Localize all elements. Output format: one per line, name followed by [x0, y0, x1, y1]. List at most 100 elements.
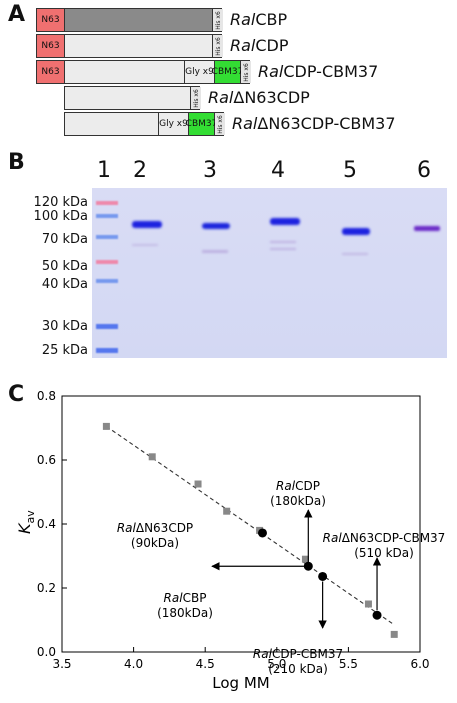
construct-name: RalΔN63CDP-CBM37 — [232, 114, 396, 133]
construct-segment: N63 — [37, 35, 65, 57]
segment-label: CBM37 — [185, 119, 218, 129]
x-tick-label: 4.0 — [124, 657, 143, 671]
construct-segment: His x6 — [241, 61, 251, 83]
band-lane-5 — [342, 228, 370, 235]
y-axis-label-main: K — [15, 522, 34, 534]
sample-point — [303, 561, 313, 571]
construct-segment: His x6 — [213, 35, 223, 57]
segment-label: His x6 — [192, 88, 200, 108]
construct-segment — [65, 61, 185, 83]
standard-point — [390, 630, 398, 638]
sample-label-italic: Ral — [164, 591, 184, 605]
segment-label: His x6 — [216, 114, 224, 134]
construct-segment: CBM37 — [211, 61, 244, 83]
sample-label-italic: Ral — [117, 521, 137, 535]
standard-point — [301, 555, 309, 563]
y-tick-label: 0.4 — [37, 517, 56, 531]
marker-label: 30 kDa — [41, 319, 88, 334]
construct-bar: N63 His x6 — [36, 34, 223, 58]
y-axis-label: Kav — [15, 510, 37, 534]
marker-label: 50 kDa — [41, 259, 88, 274]
x-tick-label: 4.5 — [196, 657, 215, 671]
sample-label-mass: (180kDa) — [270, 494, 326, 508]
x-tick-label: 5.5 — [339, 657, 358, 671]
sample-label-rest: CDP — [295, 479, 320, 493]
construct-bar: N63 Gly x9 CBM37 His x6 — [36, 60, 251, 84]
band-lane-4 — [270, 218, 300, 225]
construct-segment — [65, 35, 213, 57]
standard-point — [102, 422, 110, 430]
kav-plot: 3.5 4.0 4.5 5.0 5.5 6.0 0.0 0.2 0.4 0.6 0.8 Log MM K… — [15, 389, 446, 692]
x-axis-label: Log MM — [212, 674, 269, 692]
construct-segment: His x6 — [213, 9, 223, 31]
x-tick-label: 5.0 — [267, 657, 286, 671]
construct-name: RalΔN63CDP — [208, 88, 310, 107]
sample-label: RalCDP — [276, 479, 320, 493]
lane-number: 1 — [97, 158, 111, 183]
sample-annotations: RalΔN63CDP(90kDa)RalCBP(180kDa)RalCDP(18… — [117, 479, 446, 676]
segment-label: CBM37 — [211, 67, 244, 77]
band-lane-2 — [132, 221, 162, 228]
marker-label: 25 kDa — [41, 343, 88, 358]
construct-segment — [65, 87, 191, 109]
standard-point — [194, 480, 202, 488]
segment-label: N63 — [41, 67, 60, 77]
construct-segment: CBM37 — [185, 113, 218, 135]
construct-name: RalCDP — [230, 36, 289, 55]
plot-frame — [61, 395, 421, 653]
sample-label-mass: (510 kDa) — [354, 546, 414, 560]
marker-label: 70 kDa — [41, 232, 88, 247]
band-lane-3 — [202, 223, 230, 229]
sample-label-rest: CBP — [183, 591, 207, 605]
lane-number: 5 — [343, 158, 357, 183]
marker-label: 40 kDa — [41, 277, 88, 292]
ladder-lane — [96, 201, 118, 353]
sample-label-mass: (90kDa) — [131, 536, 179, 550]
y-tick-label: 0.0 — [37, 645, 56, 659]
sample-label: RalΔN63CDP-CBM37 — [323, 531, 446, 545]
sds-page-gel — [92, 188, 447, 358]
sample-label-italic: Ral — [276, 479, 296, 493]
panel-b-letter: B — [8, 150, 25, 175]
segment-label: His x6 — [214, 10, 222, 30]
lane-number: 2 — [133, 158, 147, 183]
lane-number: 3 — [203, 158, 217, 183]
construct-bar: His x6 — [64, 86, 201, 110]
lane-number: 4 — [271, 158, 285, 183]
x-tick-label: 6.0 — [410, 657, 429, 671]
lane-number: 6 — [417, 158, 431, 183]
sample-label: RalΔN63CDP — [117, 521, 193, 535]
sample-label: RalCBP — [164, 591, 207, 605]
sample-label-rest: ΔN63CDP-CBM37 — [342, 531, 446, 545]
marker-label: 120 kDa — [33, 195, 88, 210]
sample-label-italic: Ral — [323, 531, 343, 545]
plot-axes: 3.5 4.0 4.5 5.0 5.5 6.0 0.0 0.2 0.4 0.6 0.8 Log MM K… — [15, 389, 430, 692]
segment-label: His x6 — [214, 36, 222, 56]
standard-point — [364, 600, 372, 608]
marker-label: 100 kDa — [33, 209, 88, 224]
segment-label: N63 — [41, 15, 60, 25]
x-tick-label: 3.5 — [52, 657, 71, 671]
construct-name: RalCBP — [230, 10, 288, 29]
construct-segment: His x6 — [191, 87, 201, 109]
panel-c-letter: C — [8, 382, 25, 407]
gel-bands — [96, 201, 440, 353]
construct-segment: N63 — [37, 9, 65, 31]
y-tick-label: 0.6 — [37, 453, 56, 467]
sample-label-mass: (180kDa) — [157, 606, 213, 620]
sample-label-italic: Ral — [253, 647, 273, 661]
sample-label-rest: CDP-CBM37 — [272, 647, 343, 661]
construct-segment: Gly x9 — [185, 61, 215, 83]
sample-label-mass: (210 kDa) — [268, 662, 328, 676]
sample-point — [318, 571, 328, 581]
y-tick-label: 0.2 — [37, 581, 56, 595]
segment-label: Gly x9 — [185, 67, 214, 77]
samples-series — [257, 528, 382, 620]
construct-name: RalCDP-CBM37 — [258, 62, 379, 81]
band-lane-6 — [414, 226, 440, 231]
sample-point — [372, 610, 382, 620]
panel-a-letter: A — [8, 2, 26, 27]
construct-bar: Gly x9 CBM37 His x6 — [64, 112, 225, 136]
standard-point — [148, 453, 156, 461]
standard-point — [223, 507, 231, 515]
